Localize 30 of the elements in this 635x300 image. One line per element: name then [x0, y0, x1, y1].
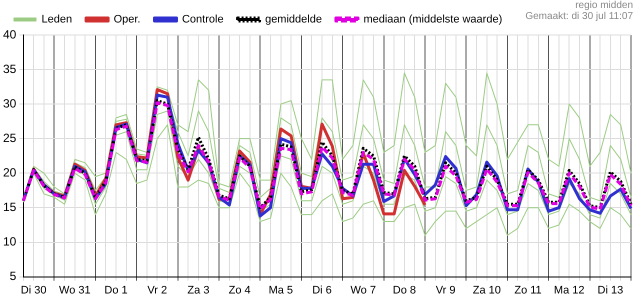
legend-label: Controle — [182, 14, 224, 26]
x-tick-label: Di 13 — [598, 284, 624, 296]
x-tick-label: Wo 31 — [59, 284, 91, 296]
y-tick-label: 5 — [10, 269, 17, 284]
x-tick-label: Vr 9 — [436, 284, 456, 296]
y-tick-label: 30 — [2, 96, 17, 110]
y-tick-label: 35 — [2, 62, 17, 76]
x-tick-label: Di 30 — [20, 284, 46, 296]
legend-label: Leden — [42, 14, 72, 26]
x-tick-label: Za 3 — [187, 284, 210, 296]
x-tick-label: Di 6 — [312, 284, 332, 296]
legend-label: mediaan (middelste waarde) — [363, 14, 502, 26]
x-tick-label: Do 8 — [392, 284, 416, 296]
x-tick-label: Zo 4 — [228, 284, 251, 296]
legend-label: gemiddelde — [265, 14, 322, 26]
y-tick-label: 25 — [2, 130, 17, 145]
y-tick-label: 15 — [2, 200, 17, 214]
x-tick-label: Wo 7 — [350, 284, 376, 296]
x-tick-label: Vr 2 — [147, 284, 168, 296]
x-tick-label: Ma 5 — [268, 284, 294, 296]
x-tick-label: Zo 11 — [514, 284, 542, 296]
text: regio midden — [574, 0, 633, 11]
x-tick-label: Do 1 — [104, 284, 128, 296]
text: Gemaakt: di 30 jul 11:07 — [525, 11, 633, 22]
y-tick-label: 20 — [2, 165, 17, 180]
legend-label: Oper. — [114, 14, 140, 26]
y-tick-label: 40 — [2, 27, 17, 42]
x-tick-label: Za 10 — [472, 284, 501, 296]
y-tick-label: 10 — [2, 234, 17, 249]
x-tick-label: Ma 12 — [554, 284, 584, 296]
